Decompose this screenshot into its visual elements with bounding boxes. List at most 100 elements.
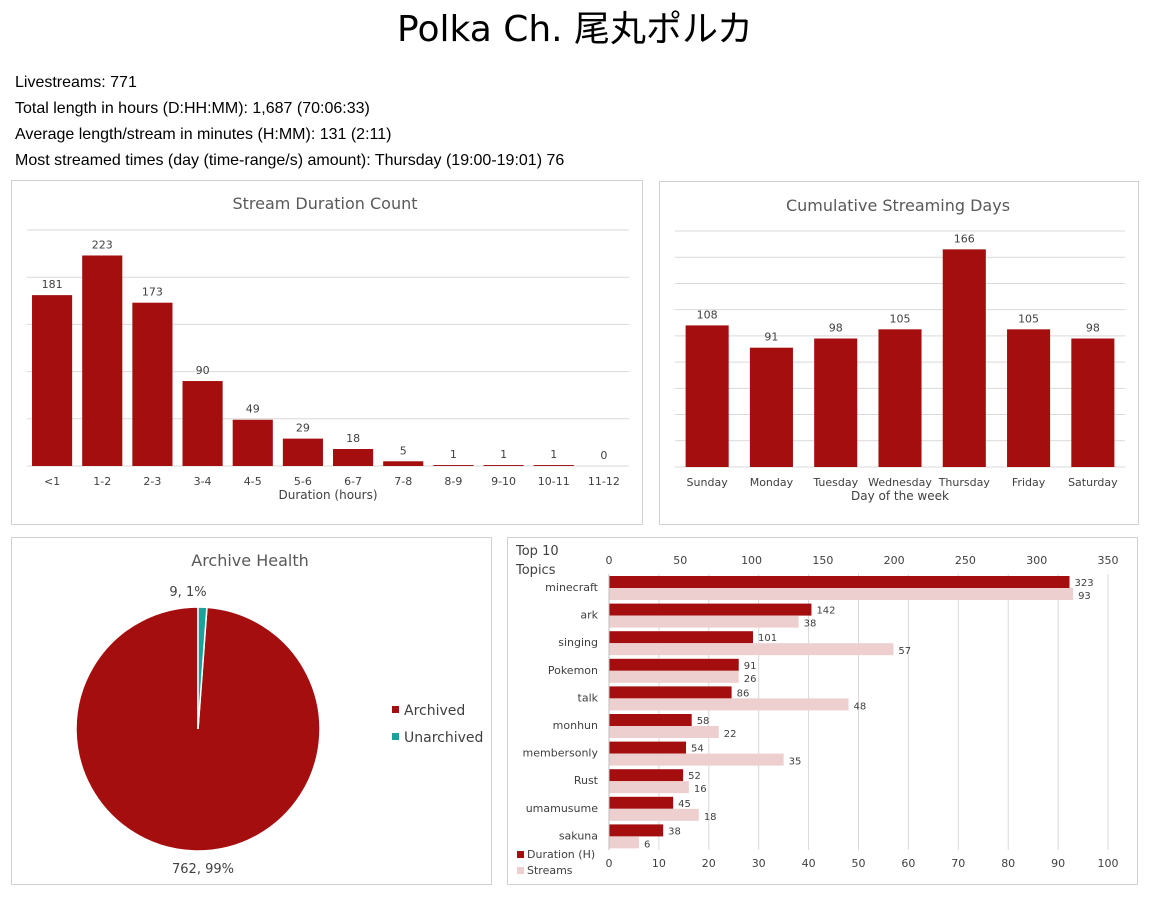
category-label-1-2: 1-2 xyxy=(93,475,111,488)
chart-title-line-2: Topics xyxy=(515,563,556,578)
data-label-streams-minecraft: 93 xyxy=(1078,591,1091,602)
legend-swatch-unarchived xyxy=(392,733,399,740)
stat-average-length: Average length/stream in minutes (H:MM):… xyxy=(15,126,392,143)
data-label-8-9: 1 xyxy=(450,448,457,461)
chart-title: Stream Duration Count xyxy=(232,194,417,213)
bottom-axis-tick: 90 xyxy=(1051,857,1065,870)
chart-title: Archive Health xyxy=(191,551,309,570)
data-label-3-4: 90 xyxy=(196,364,210,377)
bar-streams-umamusume xyxy=(609,808,699,821)
category-label-8-9: 8-9 xyxy=(444,475,462,488)
data-label-streams-umamusume: 18 xyxy=(704,812,717,823)
legend-label-streams: Streams xyxy=(527,864,573,877)
data-label-duration-membersonly: 54 xyxy=(691,744,704,755)
category-label-friday: Friday xyxy=(1012,476,1046,489)
category-label-10-11: 10-11 xyxy=(538,475,570,488)
category-label-umamusume: umamusume xyxy=(526,802,599,815)
category-label-ark: ark xyxy=(580,609,598,622)
category-label-2-3: 2-3 xyxy=(143,475,161,488)
bottom-axis-tick: 30 xyxy=(752,857,766,870)
data-label-friday: 105 xyxy=(1018,312,1039,325)
data-label-duration-ark: 142 xyxy=(816,606,835,617)
bar-streams-singing xyxy=(609,643,894,656)
top-axis-tick: 300 xyxy=(1026,554,1047,567)
category-label-6-7: 6-7 xyxy=(344,475,362,488)
bar-duration-umamusume xyxy=(609,796,674,809)
category-label-rust: Rust xyxy=(574,774,599,787)
archive-chart: Archive Health 9, 1% 762, 99% Archived Unarc… xyxy=(75,551,483,877)
category-label-4-5: 4-5 xyxy=(244,475,262,488)
bottom-axis-tick: 40 xyxy=(802,857,816,870)
pie-slice-unarchived xyxy=(197,606,208,730)
category-label-sunday: Sunday xyxy=(687,476,729,489)
stat-most-streamed: Most streamed times (day (time-range/s) … xyxy=(15,152,565,169)
top-axis-tick: 0 xyxy=(606,554,613,567)
data-label-sunday: 108 xyxy=(697,308,718,321)
data-label-streams-monhun: 22 xyxy=(724,729,737,740)
bar-duration-minecraft xyxy=(609,576,1070,588)
category-label-7-8: 7-8 xyxy=(394,475,412,488)
data-label-duration-talk: 86 xyxy=(737,688,750,699)
bar-streams-rust xyxy=(609,781,689,794)
bottom-axis-tick: 70 xyxy=(951,857,965,870)
top-axis-tick: 50 xyxy=(673,554,687,567)
bar-monday xyxy=(749,347,793,467)
bar-duration-membersonly xyxy=(609,741,686,754)
top-axis-tick: 200 xyxy=(884,554,905,567)
top-axis-tick: 250 xyxy=(955,554,976,567)
data-label-tuesday: 98 xyxy=(829,322,843,335)
data-label-duration-monhun: 58 xyxy=(697,716,710,727)
days-chart: Cumulative Streaming Days 108 Sunday 91 Mond… xyxy=(675,196,1125,503)
bar-streams-sakuna xyxy=(609,836,639,849)
bar-duration-rust xyxy=(609,769,684,782)
category-label-saturday: Saturday xyxy=(1068,476,1118,489)
bar-2-3 xyxy=(132,302,173,466)
category-label-11-12: 11-12 xyxy=(588,475,620,488)
bar-streams-ark xyxy=(609,615,799,628)
data-label-4-5: 49 xyxy=(246,403,260,416)
data-label-wednesday: 105 xyxy=(890,312,911,325)
bar-thursday xyxy=(942,249,986,467)
category-label-9-10: 9-10 xyxy=(491,475,516,488)
bottom-axis-tick: 0 xyxy=(606,857,613,870)
bar-duration-pokemon xyxy=(609,658,739,671)
bar-streams-monhun xyxy=(609,726,719,738)
bar-duration-talk xyxy=(609,686,732,699)
data-label-streams-membersonly: 35 xyxy=(789,757,802,768)
top-axis-tick: 150 xyxy=(812,554,833,567)
category-label-1: <1 xyxy=(44,475,60,488)
bar-3-4 xyxy=(182,381,223,466)
bar-streams-pokemon xyxy=(609,670,739,683)
archive-chart-panel: Archive Health 9, 1% 762, 99% Archived Unarc… xyxy=(11,537,492,885)
data-label-7-8: 5 xyxy=(400,444,407,457)
data-label-streams-talk: 48 xyxy=(854,701,867,712)
bottom-axis-tick: 100 xyxy=(1098,857,1119,870)
legend-swatch-duration-h xyxy=(517,851,524,858)
data-label-duration-minecraft: 323 xyxy=(1075,578,1094,589)
data-label-2-3: 173 xyxy=(142,286,163,299)
stats-summary: Livestreams: 771 Total length in hours (… xyxy=(15,70,564,174)
chart-title: Cumulative Streaming Days xyxy=(786,196,1010,215)
category-label-singing: singing xyxy=(558,636,598,649)
bottom-axis-tick: 10 xyxy=(652,857,666,870)
bar-duration-sakuna xyxy=(609,824,664,837)
bottom-axis-tick: 50 xyxy=(852,857,866,870)
legend-label-unarchived: Unarchived xyxy=(404,730,483,746)
stat-total-length: Total length in hours (D:HH:MM): 1,687 (… xyxy=(15,100,370,117)
days-chart-panel: Cumulative Streaming Days 108 Sunday 91 Mond… xyxy=(659,181,1139,525)
bar-duration-singing xyxy=(609,631,753,644)
data-label-1: 181 xyxy=(42,278,63,291)
category-label-pokemon: Pokemon xyxy=(548,664,598,677)
legend-swatch-streams xyxy=(517,867,524,874)
bar-10-11 xyxy=(533,465,574,466)
data-label-5-6: 29 xyxy=(296,422,310,435)
bar-duration-monhun xyxy=(609,714,692,726)
topics-chart-panel: Top 10 Topics 0 10 20 30 40 50 60 70 80 90 100 0 50 100… xyxy=(507,537,1138,885)
page-title: Polka Ch. 尾丸ポルカ xyxy=(397,9,753,50)
stat-livestreams: Livestreams: 771 xyxy=(15,74,137,91)
data-label-streams-ark: 38 xyxy=(804,619,817,630)
bar-sunday xyxy=(685,325,729,467)
duration-chart: Stream Duration Count181<12231-21732-390… xyxy=(27,194,629,502)
data-label-duration-sakuna: 38 xyxy=(668,826,681,837)
data-label-thursday: 166 xyxy=(954,232,975,245)
